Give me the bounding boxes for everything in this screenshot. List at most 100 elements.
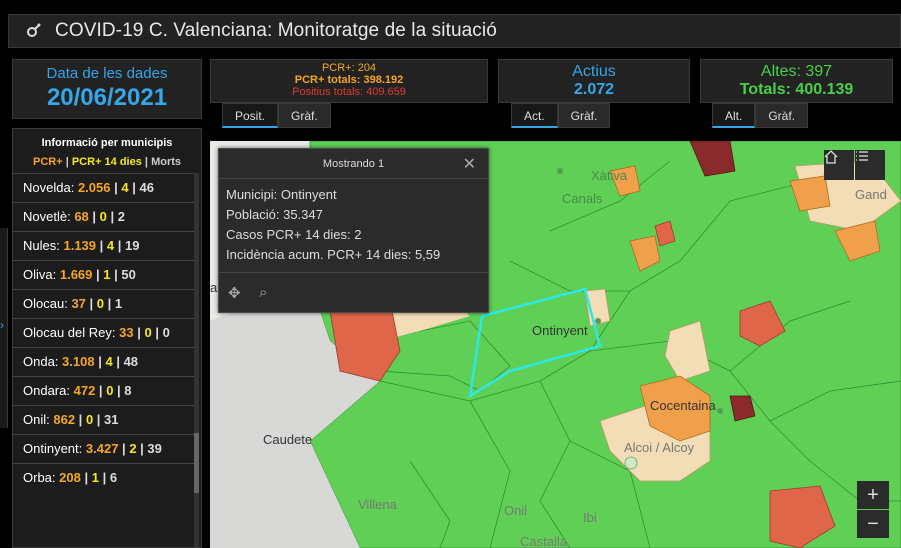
map-label-ontinyent: Ontinyent bbox=[532, 323, 588, 338]
municipi-sep: | bbox=[80, 470, 92, 485]
municipi-sep: | bbox=[75, 412, 86, 427]
popup-footer: ✥ ⌕ bbox=[219, 272, 488, 312]
municipi-sep: | bbox=[98, 470, 110, 485]
altes-panel: Altes: 397 Totals: 400.139 bbox=[700, 59, 893, 103]
municipi-sep: | bbox=[92, 267, 104, 282]
tab-act-graf[interactable]: Gràf. bbox=[557, 103, 611, 128]
municipi-pcr: 208 bbox=[59, 470, 81, 485]
title-bar: COVID-19 C. Valenciana: Monitoratge de l… bbox=[8, 14, 901, 48]
pcr-tabs: Posit. Gràf. bbox=[222, 103, 331, 128]
list-item[interactable]: Novetlè: 68 | 0 | 2 bbox=[13, 202, 195, 231]
list-icon bbox=[856, 151, 868, 161]
municipi-pcr: 68 bbox=[74, 209, 89, 224]
municipi-name: Orba: bbox=[23, 470, 56, 485]
popup-header: Mostrando 1 ✕ bbox=[219, 149, 488, 179]
municipi-name: Oliva: bbox=[23, 267, 57, 282]
virus-icon bbox=[27, 23, 41, 37]
municipi-name: Onda: bbox=[23, 354, 59, 369]
municipi-morts: 8 bbox=[124, 383, 132, 398]
municipi-sep: | bbox=[110, 180, 122, 195]
municipi-sep: | bbox=[104, 296, 115, 311]
map-label-gandia: Gand bbox=[855, 187, 887, 202]
map-label-alcoi: Alcoi / Alcoy bbox=[624, 440, 695, 455]
municipi-sep: | bbox=[118, 441, 130, 456]
municipi-sep: | bbox=[93, 412, 105, 427]
municipis-list[interactable]: Novelda: 2.056 | 4 | 46 Novetlè: 68 | 0 |… bbox=[13, 173, 195, 547]
popup-municipi: Municipi: Ontinyent bbox=[226, 187, 337, 202]
list-scrollbar[interactable] bbox=[194, 173, 199, 547]
municipi-sep: | bbox=[94, 354, 106, 369]
legend-sep-1: | bbox=[62, 156, 72, 168]
map-label-ibi: Ibi bbox=[583, 510, 597, 525]
municipi-sep: | bbox=[114, 238, 126, 253]
municipi-pcr14: 1 bbox=[91, 470, 99, 485]
municipi-sep: | bbox=[106, 209, 118, 224]
list-item[interactable]: Onil: 862 | 0 | 31 bbox=[13, 405, 195, 434]
scrollbar-thumb[interactable] bbox=[194, 433, 199, 493]
map-label-xativa: Xàtiva bbox=[591, 168, 628, 183]
municipi-morts: 1 bbox=[114, 296, 123, 311]
municipi-pcr14: 0 bbox=[96, 296, 105, 311]
tab-posit[interactable]: Posit. bbox=[222, 103, 279, 128]
municipi-pcr14: 4 bbox=[121, 180, 129, 195]
altes-total: Totals: 400.139 bbox=[739, 81, 854, 98]
legend-morts: Morts bbox=[151, 156, 182, 168]
municipi-name: Novelda: bbox=[23, 180, 75, 195]
tab-alt[interactable]: Alt. bbox=[712, 103, 756, 128]
municipi-sep: | bbox=[85, 296, 97, 311]
list-item[interactable]: Orba: 208 | 1 | 6 bbox=[13, 463, 195, 492]
map-label-villena: Villena bbox=[358, 497, 397, 512]
pcr-panel: PCR+: 204 PCR+ totals: 398.192 Positius … bbox=[210, 59, 488, 103]
municipi-name: Onil: bbox=[23, 412, 50, 427]
municipi-morts: 31 bbox=[104, 412, 119, 427]
municipi-pcr: 2.056 bbox=[77, 180, 111, 195]
municipi-pcr: 472 bbox=[73, 383, 96, 398]
municipi-sep: | bbox=[112, 354, 124, 369]
municipi-sep: | bbox=[151, 325, 163, 340]
legend-pcr14: PCR+ 14 dies bbox=[71, 156, 142, 168]
altes-label: Altes: 397 bbox=[760, 63, 833, 80]
tab-alt-graf[interactable]: Gràf. bbox=[755, 103, 809, 128]
map-label-onil: Onil bbox=[504, 503, 528, 518]
feature-popup: Mostrando 1 ✕ Municipi: Ontinyent Poblac… bbox=[218, 148, 489, 313]
zoom-in-button[interactable]: + bbox=[857, 481, 889, 509]
popup-casos: Casos PCR+ 14 dies: 2 bbox=[226, 227, 362, 242]
positius-total: Positius totals: 409.659 bbox=[292, 86, 406, 98]
municipi-pcr14: 4 bbox=[106, 238, 115, 253]
home-button[interactable] bbox=[824, 150, 854, 180]
map-label-caudete: Caudete bbox=[263, 432, 313, 447]
chevron-right-icon: › bbox=[0, 318, 4, 332]
zoom-to-icon[interactable]: ⌕ bbox=[259, 284, 268, 301]
list-item[interactable]: Olocau: 37 | 0 | 1 bbox=[13, 289, 195, 318]
list-item[interactable]: Olocau del Rey: 33 | 0 | 0 bbox=[13, 318, 195, 347]
municipi-sep: | bbox=[128, 180, 140, 195]
page-title: COVID-19 C. Valenciana: Monitoratge de l… bbox=[55, 20, 497, 41]
legend-pcr: PCR+ bbox=[32, 156, 63, 168]
legend-sep-2: | bbox=[141, 156, 152, 168]
close-icon[interactable]: ✕ bbox=[462, 156, 476, 173]
list-item[interactable]: Nules: 1.139 | 4 | 19 bbox=[13, 231, 195, 260]
tab-pcr-graf[interactable]: Gràf. bbox=[278, 103, 331, 128]
side-panel-toggle[interactable]: › bbox=[0, 228, 8, 428]
municipi-sep: | bbox=[95, 383, 107, 398]
municipi-pcr: 862 bbox=[53, 412, 76, 427]
layer-list-button[interactable] bbox=[855, 150, 885, 180]
map-label-ar: ar bbox=[210, 280, 222, 295]
list-item[interactable]: Ondara: 472 | 0 | 8 bbox=[13, 376, 195, 405]
municipi-pcr: 1.139 bbox=[63, 238, 97, 253]
municipi-name: Ontinyent: bbox=[23, 441, 83, 456]
municipi-sep: | bbox=[96, 238, 107, 253]
list-item[interactable]: Ontinyent: 3.427 | 2 | 39 bbox=[13, 434, 195, 463]
municipi-pcr14: 0 bbox=[85, 412, 94, 427]
municipis-legend: PCR+ | PCR+ 14 dies | Morts bbox=[13, 156, 201, 168]
tab-act[interactable]: Act. bbox=[511, 103, 558, 128]
list-item[interactable]: Onda: 3.108 | 4 | 48 bbox=[13, 347, 195, 376]
municipi-sep: | bbox=[136, 441, 148, 456]
date-panel: Data de les dades 20/06/2021 bbox=[12, 59, 202, 119]
list-item[interactable]: Novelda: 2.056 | 4 | 46 bbox=[13, 173, 195, 202]
municipi-pcr14: 0 bbox=[99, 209, 107, 224]
list-item[interactable]: Oliva: 1.669 | 1 | 50 bbox=[13, 260, 195, 289]
municipi-sep: | bbox=[110, 267, 122, 282]
zoom-out-button[interactable]: − bbox=[857, 510, 889, 538]
pan-icon[interactable]: ✥ bbox=[228, 285, 241, 302]
